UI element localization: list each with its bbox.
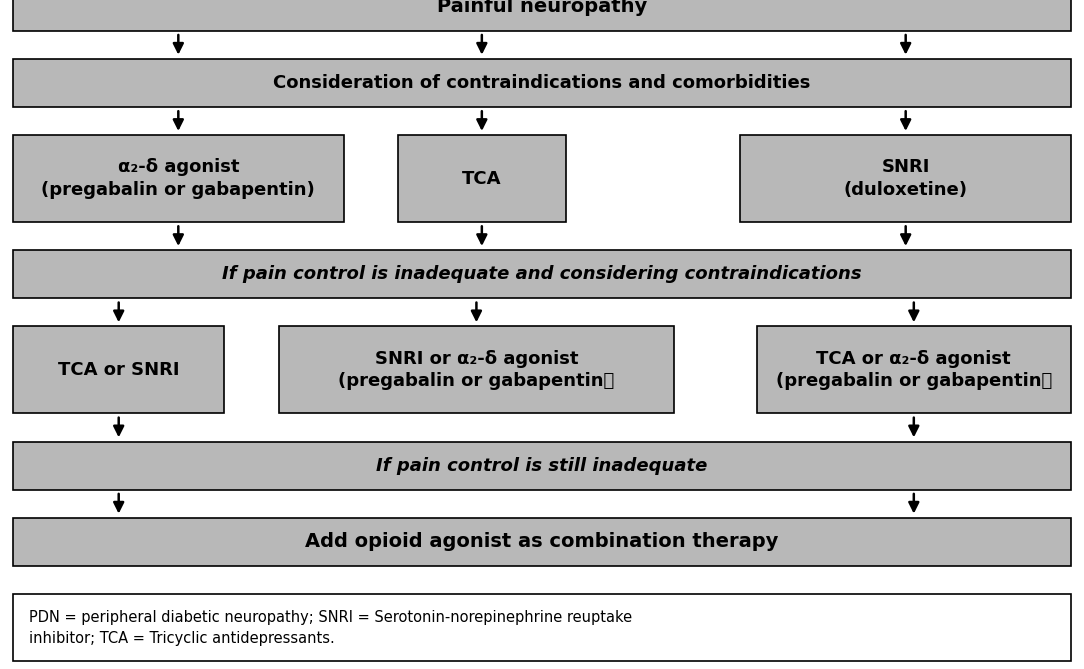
- FancyBboxPatch shape: [398, 135, 566, 222]
- FancyBboxPatch shape: [740, 135, 1071, 222]
- Text: If pain control is still inadequate: If pain control is still inadequate: [376, 457, 708, 474]
- FancyBboxPatch shape: [13, 594, 1071, 661]
- FancyBboxPatch shape: [13, 59, 1071, 107]
- Text: TCA or α₂-δ agonist
(pregabalin or gabapentin）: TCA or α₂-δ agonist (pregabalin or gabap…: [776, 349, 1051, 391]
- Text: PDN = peripheral diabetic neuropathy; SNRI = Serotonin-norepinephrine reuptake
i: PDN = peripheral diabetic neuropathy; SN…: [29, 609, 632, 646]
- FancyBboxPatch shape: [13, 0, 1071, 31]
- Text: Add opioid agonist as combination therapy: Add opioid agonist as combination therap…: [306, 533, 778, 551]
- FancyBboxPatch shape: [13, 250, 1071, 298]
- FancyBboxPatch shape: [13, 442, 1071, 490]
- FancyBboxPatch shape: [757, 326, 1071, 413]
- FancyBboxPatch shape: [13, 326, 224, 413]
- Text: Consideration of contraindications and comorbidities: Consideration of contraindications and c…: [273, 74, 811, 92]
- Text: SNRI
(duloxetine): SNRI (duloxetine): [843, 158, 968, 199]
- Text: SNRI or α₂-δ agonist
(pregabalin or gabapentin）: SNRI or α₂-δ agonist (pregabalin or gaba…: [338, 349, 615, 391]
- Text: Painful neuropathy: Painful neuropathy: [437, 0, 647, 16]
- Text: α₂-δ agonist
(pregabalin or gabapentin): α₂-δ agonist (pregabalin or gabapentin): [41, 158, 315, 199]
- Text: If pain control is inadequate and considering contraindications: If pain control is inadequate and consid…: [222, 266, 862, 283]
- FancyBboxPatch shape: [13, 135, 344, 222]
- FancyBboxPatch shape: [279, 326, 674, 413]
- Text: TCA: TCA: [462, 170, 502, 187]
- Text: TCA or SNRI: TCA or SNRI: [57, 361, 180, 379]
- FancyBboxPatch shape: [13, 518, 1071, 566]
